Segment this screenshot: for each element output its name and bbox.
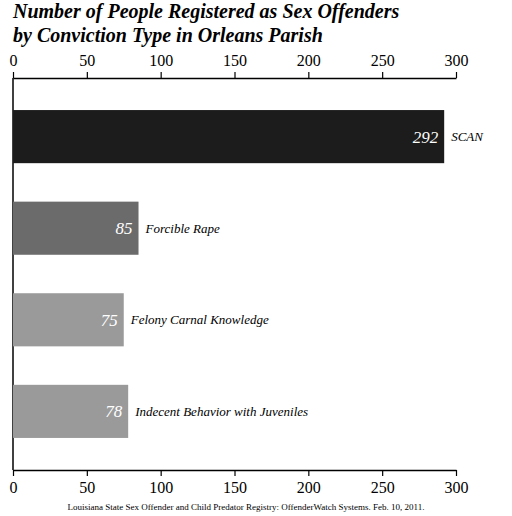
category-label: Felony Carnal Knowledge <box>130 312 269 327</box>
data-label: 85 <box>116 219 133 238</box>
title: Number of People Registered as Sex Offen… <box>12 0 399 47</box>
top-axis: 0 50 100 150 200 250 300 <box>10 52 469 79</box>
tick-label: 300 <box>445 52 469 69</box>
tick-label: 50 <box>79 479 95 496</box>
tick-mark <box>13 72 14 78</box>
tick-mark <box>234 72 235 78</box>
tick-mark <box>87 470 88 476</box>
title-line: by Conviction Type in Orleans Parish <box>13 24 323 47</box>
tick-label: 100 <box>149 52 173 69</box>
tick-mark <box>308 470 309 476</box>
tick-label: 250 <box>371 479 395 496</box>
tick-mark <box>456 470 457 476</box>
tick-mark <box>456 72 457 78</box>
tick-label: 200 <box>297 52 321 69</box>
tick-label: 250 <box>371 52 395 69</box>
tick-mark <box>308 72 309 78</box>
tick: 100 <box>149 52 173 78</box>
tick-label: 50 <box>79 52 95 69</box>
tick: 100 <box>149 470 173 496</box>
tick: 300 <box>445 52 469 78</box>
tick-mark <box>161 72 162 78</box>
tick: 150 <box>223 470 247 496</box>
bar <box>13 293 124 346</box>
tick-label: 150 <box>223 52 247 69</box>
labels: 292 85 75 78 SCAN Forcible Rape Felony Carnal … <box>101 128 485 422</box>
category-label: Indecent Behavior with Juveniles <box>134 404 308 419</box>
tick-mark <box>161 470 162 476</box>
title-line: Number of People Registered as Sex Offen… <box>12 0 399 23</box>
tick-mark <box>234 470 235 476</box>
bottom-axis: 0 50 100 150 200 250 300 <box>10 470 469 496</box>
tick-label: 150 <box>223 479 247 496</box>
tick: 200 <box>297 470 321 496</box>
category-label: SCAN <box>451 129 484 144</box>
source-note: Louisiana State Sex Offender and Child P… <box>67 502 424 512</box>
tick: 0 <box>10 52 18 78</box>
tick: 150 <box>223 52 247 78</box>
data-label: 78 <box>105 402 123 421</box>
data-label: 75 <box>101 311 118 330</box>
data-label: 292 <box>413 128 439 147</box>
tick-label: 0 <box>10 52 18 69</box>
tick-label: 0 <box>10 479 18 496</box>
bar <box>13 202 139 255</box>
chart: Number of People Registered as Sex Offen… <box>0 0 512 516</box>
tick: 200 <box>297 52 321 78</box>
category-label: Forcible Rape <box>145 221 220 236</box>
tick-label: 300 <box>445 479 469 496</box>
bars <box>13 110 444 438</box>
tick: 300 <box>445 470 469 496</box>
tick-mark <box>382 72 383 78</box>
tick: 250 <box>371 470 395 496</box>
tick-mark <box>382 470 383 476</box>
tick-label: 200 <box>297 479 321 496</box>
tick: 0 <box>10 470 18 496</box>
tick-mark <box>13 470 14 476</box>
tick-label: 100 <box>149 479 173 496</box>
tick-mark <box>87 72 88 78</box>
tick: 50 <box>79 470 95 496</box>
bar <box>13 110 444 163</box>
bar <box>13 385 128 438</box>
plot: 0 50 100 150 200 250 300 0 50 100 150 200 250 300 292 8… <box>10 52 485 496</box>
tick: 50 <box>79 52 95 78</box>
tick: 250 <box>371 52 395 78</box>
title-group: Number of People Registered as Sex Offen… <box>12 0 399 47</box>
